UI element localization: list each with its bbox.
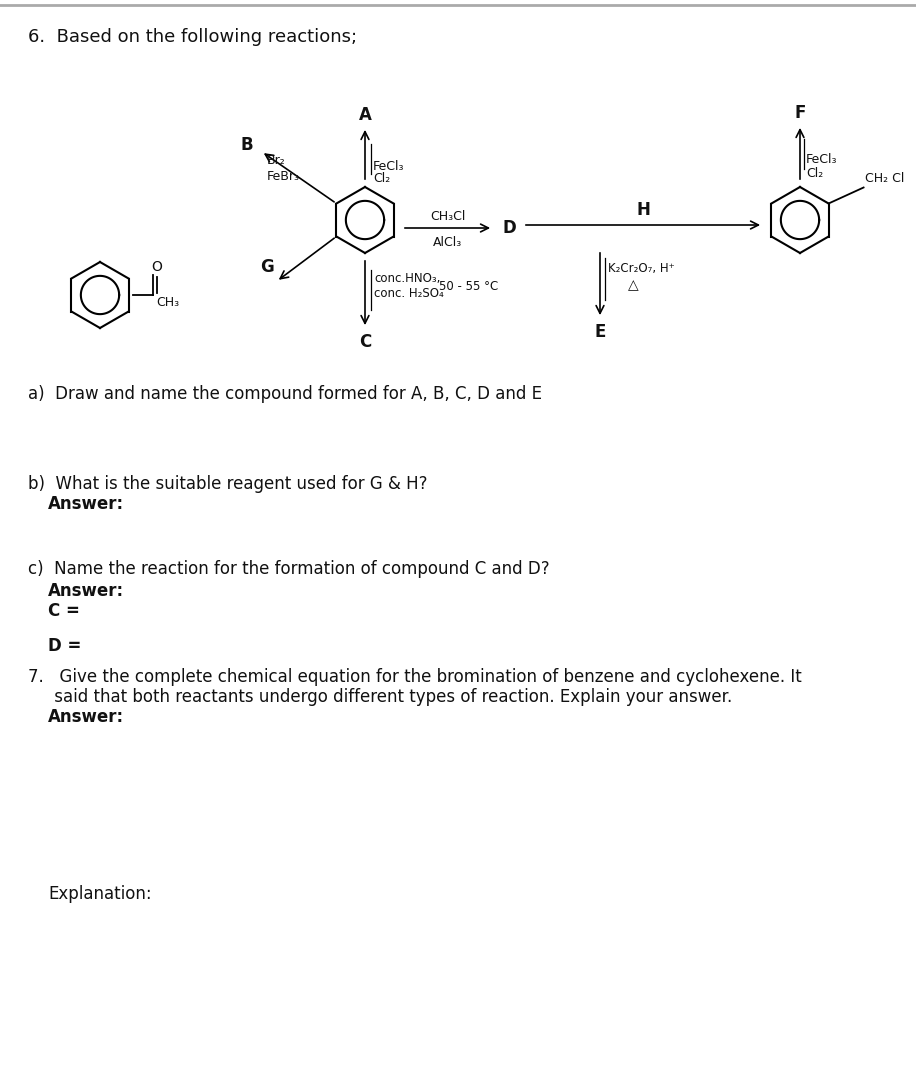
Text: Cl₂: Cl₂ — [806, 167, 823, 180]
Text: B: B — [241, 135, 254, 153]
Text: FeBr₃: FeBr₃ — [267, 171, 300, 183]
Text: Answer:: Answer: — [48, 495, 125, 513]
Text: b)  What is the suitable reagent used for G & H?: b) What is the suitable reagent used for… — [28, 475, 428, 493]
Text: C: C — [359, 333, 371, 351]
Text: E: E — [594, 323, 605, 341]
Text: D: D — [503, 219, 517, 237]
Text: D =: D = — [48, 637, 82, 655]
Text: △: △ — [628, 278, 638, 292]
Text: CH₃Cl: CH₃Cl — [430, 210, 465, 223]
Text: H: H — [636, 201, 650, 219]
Text: 7.   Give the complete chemical equation for the bromination of benzene and cycl: 7. Give the complete chemical equation f… — [28, 668, 801, 686]
Text: 6.  Based on the following reactions;: 6. Based on the following reactions; — [28, 28, 357, 46]
Text: CH₃: CH₃ — [156, 296, 180, 309]
Text: conc.HNO₃,: conc.HNO₃, — [374, 271, 441, 285]
Text: FeCl₃: FeCl₃ — [806, 153, 837, 166]
Text: F: F — [794, 104, 806, 122]
Text: K₂Cr₂O₇, H⁺: K₂Cr₂O₇, H⁺ — [608, 262, 675, 275]
Text: O: O — [151, 260, 162, 274]
Text: A: A — [358, 106, 371, 124]
Text: Explanation:: Explanation: — [48, 885, 152, 903]
Text: said that both reactants undergo different types of reaction. Explain your answe: said that both reactants undergo differe… — [28, 688, 732, 706]
Text: conc. H₂SO₄: conc. H₂SO₄ — [374, 286, 443, 300]
Text: a)  Draw and name the compound formed for A, B, C, D and E: a) Draw and name the compound formed for… — [28, 385, 542, 403]
Text: 50 - 55 °C: 50 - 55 °C — [439, 280, 498, 293]
Text: Answer:: Answer: — [48, 582, 125, 600]
Text: Answer:: Answer: — [48, 708, 125, 726]
Text: AlCl₃: AlCl₃ — [433, 236, 463, 249]
Text: Br₂: Br₂ — [267, 155, 285, 167]
Text: FeCl₃: FeCl₃ — [373, 160, 405, 173]
Text: C =: C = — [48, 602, 80, 620]
Text: Cl₂: Cl₂ — [373, 172, 390, 185]
Text: CH₂ Cl: CH₂ Cl — [865, 173, 904, 186]
Text: G: G — [259, 259, 273, 277]
Text: c)  Name the reaction for the formation of compound C and D?: c) Name the reaction for the formation o… — [28, 560, 550, 578]
